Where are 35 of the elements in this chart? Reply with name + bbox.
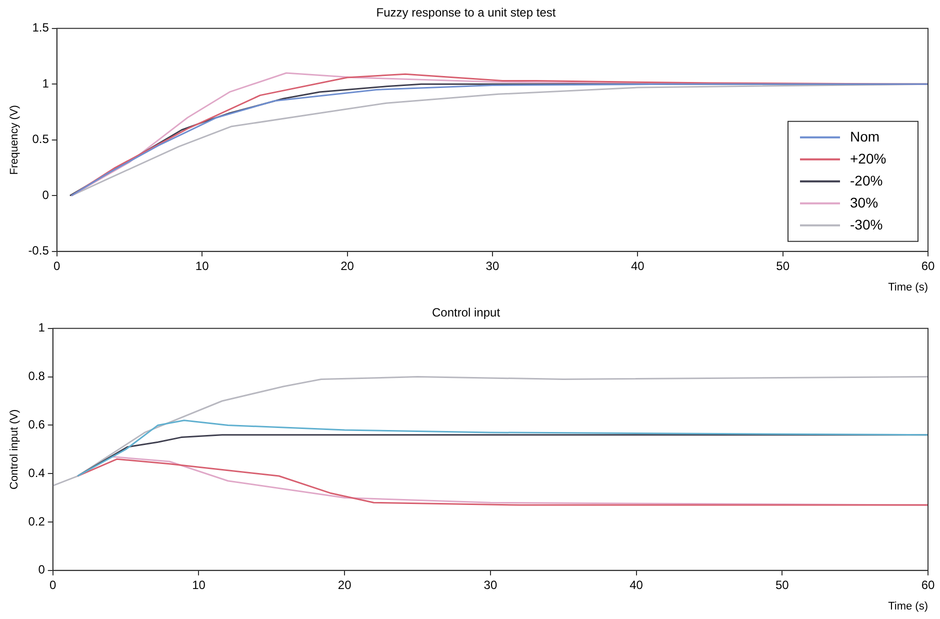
y-tick-label: 0.2 [28,514,46,528]
x-tick-label: 10 [195,258,210,273]
y-tick-label: 0 [42,188,50,202]
x-axis-title: Time (s) [888,281,928,294]
y-tick-label: 0.6 [28,418,46,432]
legend-label: -20% [850,172,883,188]
x-tick-label: 30 [484,578,498,592]
x-tick-label: 50 [775,578,790,592]
y-tick-label: 0 [38,562,46,577]
x-tick-label: 0 [54,258,61,273]
legend-label: -30% [850,216,883,232]
legend-label: +20% [850,150,886,166]
x-tick-label: 40 [630,258,645,273]
x-tick-label: 20 [338,578,352,592]
y-tick-label: 1 [42,76,50,90]
chart-title: Fuzzy response to a unit step test [376,6,556,20]
y-tick-label: -0.5 [28,244,50,258]
legend-label: 30% [850,194,878,210]
x-tick-label: 50 [776,258,790,273]
y-axis-title: Control input (V) [8,409,21,490]
x-tick-label: 10 [192,578,206,592]
x-tick-label: 30 [486,258,500,273]
x-tick-label: 20 [340,258,354,273]
legend-label: Nom [850,128,880,144]
y-axis-title: Frequency (V) [8,105,21,175]
y-tick-label: 1.5 [32,20,50,35]
y-tick-label: 0.8 [28,369,46,384]
y-tick-label: 0.5 [32,132,50,146]
y-tick-label: 0.4 [28,466,46,480]
x-tick-label: 40 [630,578,644,592]
y-tick-label: 1 [38,320,46,335]
x-tick-label: 60 [921,578,935,592]
chart-title: Control input [432,306,501,320]
x-axis-title: Time (s) [888,600,928,612]
x-tick-label: 60 [921,258,935,273]
